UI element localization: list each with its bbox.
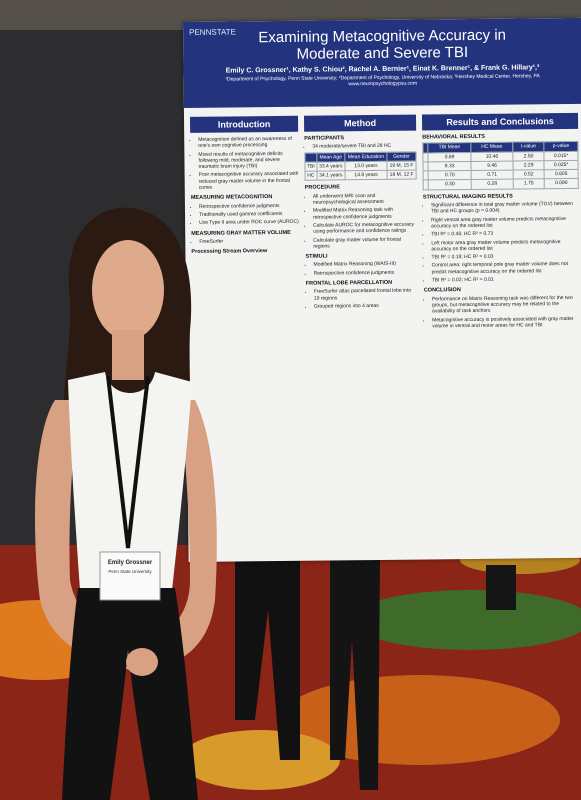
background-person-legs [330,560,380,790]
bullet-list: Significant difference in total gray mat… [423,201,580,284]
header-cell: p-value [544,141,578,152]
bullet: Poor metacognitive accuracy associated w… [199,171,299,191]
bullet: Significant difference in total gray mat… [431,201,579,215]
section-heading: Method [303,114,417,132]
bullet: All underwent MRI scan and neuropsycholo… [313,192,417,206]
table-row: HC 34.1 years 14.8 years 18 M, 12 F [305,170,417,181]
cell: 18 M, 12 F [387,170,417,180]
bullet: Mixed results of metacognitive deficits … [198,150,298,170]
bullet: Retrospective confidence judgments [314,269,418,277]
bullet: Grouped regions into 4 areas [314,302,418,310]
cell: 0.025* [544,160,579,170]
bullet: 34 moderate/severe TBI and 28 HC [312,143,416,150]
badge-affiliation: Penn State University [108,569,152,574]
bullet: Retrospective confidence judgments [199,202,299,210]
bullet: Left motor area gray matter volume predi… [431,238,579,253]
header-cell: Gender [386,151,416,162]
cell: 0.70 [428,170,472,181]
subheading: STIMULI [305,253,328,260]
poster-column: Introduction Metacognition defined as an … [189,115,299,258]
bullet: TBI R² = 0.18; HC R² = 0.03 [431,253,579,261]
cell: 10.46 [470,151,513,162]
cell: TBI [304,161,317,172]
carpet-pattern [350,590,581,650]
cell: 14.8 years [345,170,388,181]
carpet-pattern [280,675,560,765]
cell: 33.4 years [316,161,346,172]
bullet: Modified Matrix Reasoning (WAIS-III) [314,261,418,268]
bullet-list: FreeSurfer [191,238,299,245]
cell: 0.69 [428,152,472,162]
bullet: Traditionally used gamma coefficients [199,211,299,218]
header-cell: Mean Education [344,151,388,162]
bullet: Right ventral area gray matter volume pr… [431,216,579,230]
data-table: Mean Age Mean Education Gender TBI 33.4 year… [304,151,417,181]
poster-column: Results and Conclusions BEHAVIORAL RESULT… [421,112,580,332]
background-person-legs [235,560,300,760]
bullet-list: FreeSurfer atlas parcellated frontal lob… [306,288,418,310]
bullet: TBI R² = 0.46; HC R² = 0.73 [431,230,579,238]
cell: 0.52 [513,169,545,180]
bullet: Performance on Matrix Reasoning task was… [432,294,580,315]
cell: 34.1 years [316,170,346,181]
section-heading: Introduction [189,115,299,133]
cell: 13.0 years [344,161,388,171]
badge-name: Emily Grossner [107,560,153,566]
cell: 8.33 [428,161,472,172]
header-cell: t-value [512,142,545,152]
bullet-list: Performance on Matrix Reasoning task was… [424,294,580,330]
cell: 2.50 [512,151,545,161]
bullet: Calculate AUROC for metacognitive accura… [313,222,417,236]
subheading: PROCEDURE [304,184,340,192]
table-row: 0.30 0.28 1.75 0.090 [423,178,579,190]
cell: 0.015* [544,150,578,161]
header-cell: Mean Age [316,152,345,162]
cell: 0.28 [471,179,514,190]
cell: 1.75 [513,179,545,189]
bullet: Modified Matrix Reasoning task with retr… [313,207,417,221]
bullet-list: Metacognition defined as an awareness of… [190,136,299,192]
subheading: FRONTAL LOBE PARCELLATION [305,279,393,287]
subheading: Processing Stream Overview [191,248,268,256]
section-heading: Results and Conclusions [421,112,579,131]
bullet-list: Retrospective confidence judgmentsTradit… [191,202,299,226]
bullet: Use Type II area under ROC curve (AUROC) [199,219,299,226]
cell: 9.46 [471,160,514,171]
subheading: BEHAVIORAL RESULTS [422,133,485,141]
subheading: MEASURING METACOGNITION [190,194,273,202]
poster: PENNSTATE Examining Metacognitive Accura… [183,17,581,562]
subheading: PARTICIPANTS [304,135,345,142]
bullet-list: 34 moderate/severe TBI and 28 HC [304,143,416,150]
data-table: TBI Mean HC Mean t-value p-value 0.69 10.46 2.… [422,141,579,190]
poster-header: PENNSTATE Examining Metacognitive Accura… [183,17,581,108]
subheading: STRUCTURAL IMAGING RESULTS [422,193,513,201]
header-cell: HC Mean [470,142,513,153]
background-person-legs [486,565,516,610]
bullet-list: Modified Matrix Reasoning (WAIS-III)Retr… [306,261,418,277]
cell: 19 M, 15 F [387,160,417,171]
header-cell: TBI Mean [427,142,471,153]
bullet: Metacognition defined as an awareness of… [198,136,298,150]
bullet: Control area: right temporal pole gray m… [432,261,580,275]
poster-title: Moderate and Severe TBI [296,44,469,63]
bullet: Calculate gray matter volume for frontal… [313,236,417,250]
bullet: TBI R² = 0.02; HC R² = 0.01 [432,276,580,284]
logo: PENNSTATE [189,27,236,37]
bullet: FreeSurfer [199,238,299,245]
bullet: FreeSurfer atlas parcellated frontal lob… [314,288,418,302]
bullet-list: All underwent MRI scan and neuropsycholo… [305,192,418,250]
cell: HC [305,171,317,181]
subheading: CONCLUSION [423,287,461,294]
cell: 0.605 [544,169,579,180]
cell: 0.71 [471,170,514,180]
bullet: Metacognitive accuracy is positively ass… [432,315,580,329]
cell: 0.090 [544,178,579,189]
cell: 0.30 [428,179,472,190]
subheading: MEASURING GRAY MATTER VOLUME [191,229,291,237]
poster-column: Method PARTICIPANTS34 moderate/severe TBI… [303,114,418,312]
header-cell [304,152,317,163]
cell: 2.29 [512,160,545,171]
carpet-pattern [180,730,340,790]
